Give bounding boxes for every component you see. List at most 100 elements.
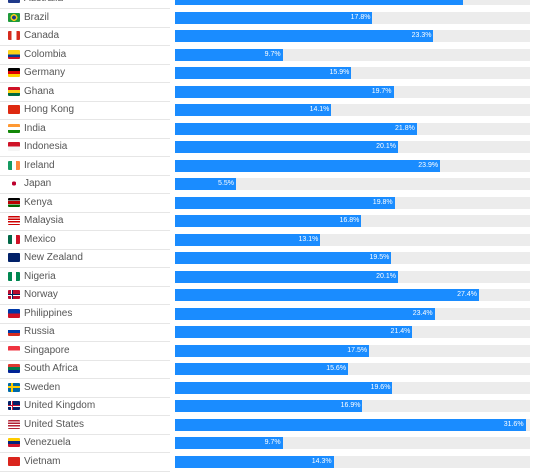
category-label: Australia [24, 0, 63, 6]
category-label: Indonesia [24, 141, 68, 152]
category-label: Mexico [24, 233, 56, 245]
data-label: 5.5% [218, 180, 235, 187]
data-label: 15.9% [329, 69, 350, 76]
flag-malaysia-icon [8, 216, 20, 225]
category-label: Ghana [24, 85, 55, 97]
data-label: 19.5% [369, 254, 390, 261]
data-label: 19.8% [372, 198, 393, 206]
data-label: 23.4% [412, 309, 433, 317]
row-divider [0, 193, 170, 194]
flag-vietnam-icon [8, 456, 20, 466]
flag-mexico-icon [8, 234, 20, 244]
flag-norway-icon [8, 290, 20, 299]
data-label: 23.3% [411, 32, 432, 39]
category-label: Brazil [24, 11, 50, 23]
chart-row: Singapore 17.5% [0, 342, 545, 361]
flag-united-kingdom-icon [8, 401, 20, 410]
bar [175, 289, 479, 301]
data-label: 16.8% [339, 217, 360, 224]
bar [175, 252, 392, 264]
category-label: New Zealand [24, 252, 83, 263]
data-label: 23.9% [418, 161, 439, 169]
category-label: Sweden [24, 381, 61, 393]
bar [175, 48, 283, 61]
flag-canada-icon [8, 31, 20, 40]
chart-row: Colombia 9.7% [0, 46, 545, 65]
flag-ireland-icon [8, 160, 20, 170]
bar [175, 11, 373, 24]
row-divider [0, 230, 170, 231]
row-divider [0, 470, 170, 472]
category-label: Venezuela [24, 437, 71, 448]
row-divider [0, 8, 170, 9]
data-label: 19.6% [370, 383, 391, 391]
row-divider [0, 26, 170, 28]
chart-row: Australia 26.0% [0, 0, 545, 9]
row-divider [0, 285, 170, 287]
category-label: Colombia [24, 48, 67, 60]
bar [175, 159, 441, 172]
category-label: United States [24, 418, 85, 430]
flag-south-africa-icon [8, 364, 20, 373]
category-label: Ireland [24, 159, 55, 171]
flag-russia-icon [8, 327, 20, 336]
chart-row: United Kingdom 16.9% [0, 397, 545, 416]
bar [175, 270, 398, 283]
flag-philippines-icon [8, 308, 20, 318]
category-label: Japan [24, 178, 52, 189]
data-label: 27.4% [457, 291, 477, 298]
category-label: Malaysia [24, 215, 64, 226]
chart-row: Brazil 17.8% [0, 9, 545, 28]
chart-row: Ghana 19.7% [0, 83, 545, 102]
row-divider [0, 137, 170, 139]
data-label: 20.1% [376, 143, 396, 150]
data-label: 14.1% [309, 106, 330, 113]
chart-row: Norway 27.4% [0, 286, 545, 305]
row-divider [0, 396, 170, 398]
row-divider [0, 248, 170, 250]
data-label: 31.6% [503, 420, 524, 428]
chart-row: Hong Kong 14.1% [0, 101, 545, 120]
chart-row: Mexico 13.1% [0, 231, 545, 250]
chart-row: United States 31.6% [0, 416, 545, 435]
chart-row: Japan 5.5% [0, 175, 545, 194]
flag-brazil-icon [8, 12, 20, 22]
chart-row: Venezuela 9.7% [0, 434, 545, 453]
flag-kenya-icon [8, 197, 20, 207]
chart-row: Canada 23.3% [0, 27, 545, 46]
flag-colombia-icon [8, 49, 20, 59]
category-label: Hong Kong [24, 104, 75, 115]
category-label: Kenya [24, 196, 53, 208]
chart-row: New Zealand 19.5% [0, 249, 545, 268]
bar [175, 30, 434, 42]
bar [175, 381, 393, 394]
data-label: 20.1% [376, 272, 396, 280]
bar [175, 344, 370, 357]
flag-hong-kong-icon [8, 105, 20, 114]
category-label: Nigeria [24, 270, 56, 282]
data-label: 13.1% [298, 235, 319, 243]
chart-row: Russia 21.4% [0, 323, 545, 342]
bar [175, 141, 398, 153]
data-label: 15.6% [326, 365, 347, 372]
bar [175, 233, 321, 246]
row-divider [0, 415, 170, 416]
data-label: 21.4% [390, 328, 411, 335]
row-divider [0, 100, 170, 102]
flag-japan-icon [8, 179, 20, 188]
row-divider [0, 304, 170, 305]
row-divider [0, 452, 170, 453]
chart-row: Vietnam 14.3% [0, 453, 545, 472]
row-divider [0, 119, 170, 120]
row-divider [0, 433, 170, 435]
row-divider [0, 211, 170, 213]
data-label: 16.9% [340, 402, 361, 409]
bar [175, 326, 413, 338]
chart-row: South Africa 15.6% [0, 360, 545, 379]
bar [175, 122, 417, 135]
row-divider [0, 156, 170, 157]
bar [175, 437, 283, 449]
flag-nigeria-icon [8, 271, 20, 281]
row-divider [0, 322, 170, 324]
bar [175, 455, 334, 468]
